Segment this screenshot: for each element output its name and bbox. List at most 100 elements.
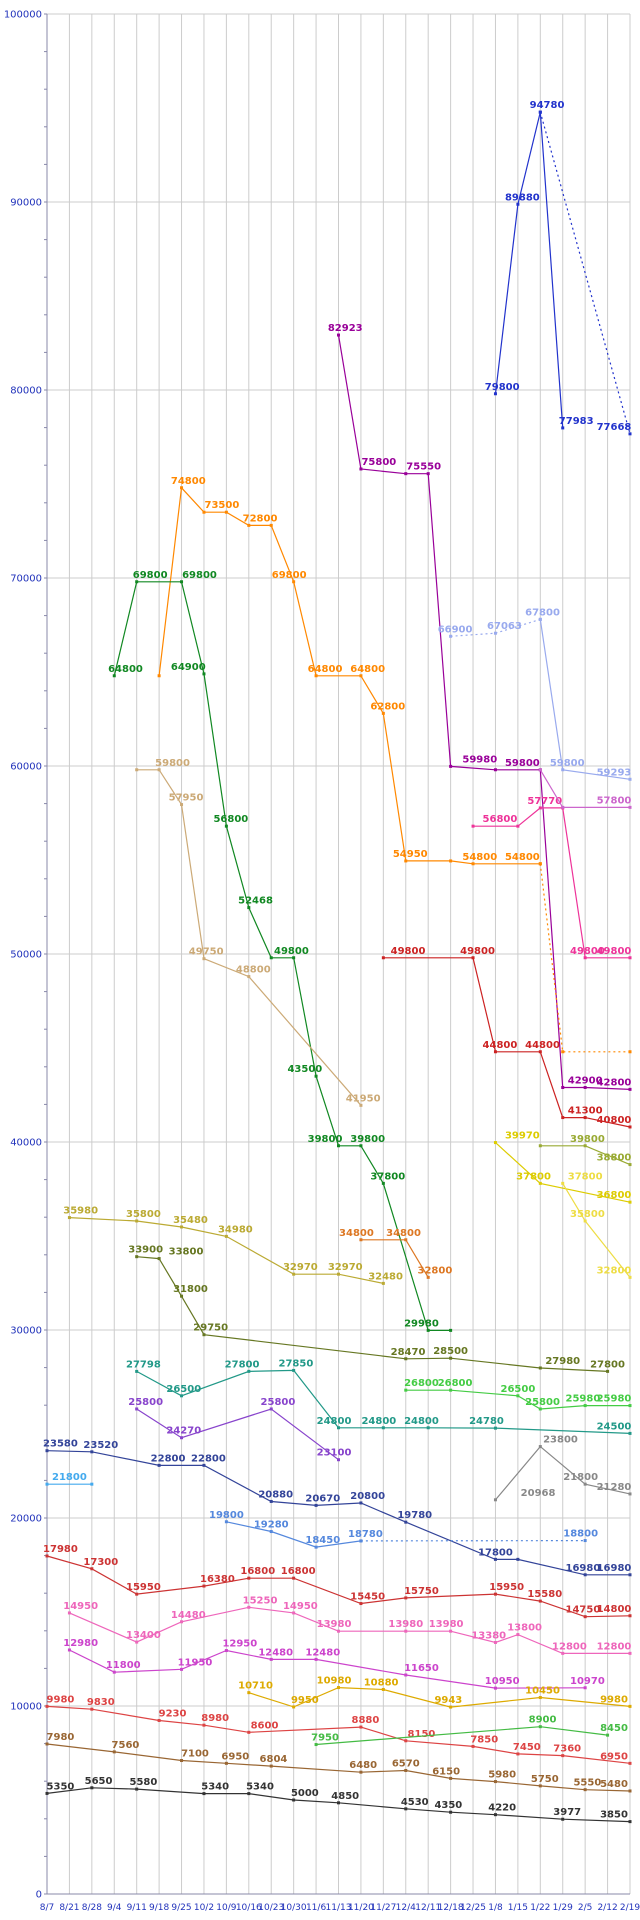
- data-point-label: 7850: [470, 1734, 498, 1745]
- series-path: [494, 111, 564, 428]
- data-point-label: 38800: [597, 1153, 632, 1164]
- x-tick-label: 2/5: [578, 1903, 592, 1913]
- data-point-label: 20800: [350, 1491, 385, 1502]
- data-point-marker: [180, 1620, 184, 1624]
- data-point-label: 67063: [487, 621, 522, 632]
- data-point-marker: [493, 1686, 497, 1690]
- series-purple2-line: 25800 24270 25800 23100: [128, 1397, 351, 1462]
- data-point-label: 26500: [500, 1384, 535, 1395]
- data-point-marker: [314, 674, 318, 678]
- data-point-marker: [404, 1596, 408, 1600]
- data-point-label: 25800: [525, 1397, 560, 1408]
- data-point-marker: [493, 1498, 497, 1502]
- data-point-label: 64800: [350, 664, 385, 675]
- series-path: [46, 1555, 631, 1618]
- data-point-label: 13980: [388, 1619, 423, 1630]
- series-red-a: 17980 17300 15950 16380 16800 16800 15450 15750…: [43, 1544, 632, 1619]
- x-tick-label: 9/18: [149, 1903, 169, 1913]
- data-point-marker: [292, 1272, 296, 1276]
- data-point-label: 17980: [43, 1544, 78, 1555]
- data-point-label: 59800: [505, 758, 540, 769]
- data-point-label: 59293: [597, 767, 632, 778]
- data-point-label: 16800: [281, 1566, 316, 1577]
- data-point-label: 11950: [178, 1657, 213, 1668]
- data-point-marker: [538, 1144, 542, 1148]
- data-point-label: 19800: [209, 1510, 244, 1521]
- y-tick-label: 20000: [10, 1514, 42, 1525]
- series-path: [158, 486, 541, 865]
- data-point-marker: [269, 1499, 273, 1503]
- series-peak-blue-dotted: 77668: [538, 110, 632, 436]
- data-point-label: 15580: [527, 1589, 562, 1600]
- data-point-marker: [516, 824, 520, 828]
- data-point-marker: [583, 1788, 587, 1792]
- data-point-label: 79800: [485, 382, 520, 393]
- data-point-label: 7980: [47, 1732, 75, 1743]
- data-point-marker: [628, 432, 632, 436]
- data-point-label: 54950: [393, 849, 428, 860]
- data-point-marker: [337, 1686, 340, 1690]
- data-point-marker: [628, 1614, 632, 1618]
- data-point-marker: [628, 1125, 632, 1129]
- data-point-marker: [538, 1407, 542, 1411]
- data-point-label: 27800: [225, 1359, 260, 1370]
- data-point-label: 64800: [308, 664, 343, 675]
- data-point-marker: [583, 1686, 587, 1690]
- data-point-marker: [292, 956, 296, 960]
- data-point-label: 35480: [173, 1215, 208, 1226]
- data-point-marker: [493, 1592, 497, 1596]
- data-point-label: 82923: [328, 323, 363, 334]
- data-point-label: 49800: [391, 946, 426, 957]
- x-tick-label: 9/4: [107, 1903, 122, 1913]
- series-path: [136, 1256, 608, 1372]
- data-point-label: 34800: [386, 1228, 421, 1239]
- data-point-label: 24800: [404, 1416, 439, 1427]
- data-point-label: 17300: [83, 1557, 118, 1568]
- data-point-label: 24270: [166, 1426, 201, 1437]
- data-point-label: 19780: [397, 1510, 432, 1521]
- data-point-marker: [538, 1366, 542, 1370]
- data-point-marker: [180, 803, 184, 807]
- series-green-fall: 64800 69800 69800 64900 56800 52468 49800 43500…: [108, 570, 453, 1332]
- data-point-label: 40800: [597, 1115, 632, 1126]
- data-point-label: 25800: [128, 1397, 163, 1408]
- data-point-marker: [449, 1810, 453, 1814]
- series-path: [46, 1787, 631, 1823]
- data-point-marker: [337, 1272, 340, 1276]
- data-point-label: 4220: [488, 1803, 516, 1814]
- series-violet-line: 57800: [538, 768, 632, 809]
- data-point-marker: [247, 1576, 251, 1580]
- data-point-marker: [606, 1733, 610, 1737]
- data-point-marker: [404, 1739, 408, 1743]
- data-point-label: 13980: [429, 1619, 464, 1630]
- data-point-marker: [493, 1141, 497, 1145]
- data-point-label: 35800: [126, 1209, 161, 1220]
- data-point-marker: [381, 1426, 385, 1430]
- data-point-marker: [561, 1817, 565, 1821]
- data-point-label: 56800: [483, 814, 518, 825]
- data-point-label: 28500: [433, 1346, 468, 1357]
- data-point-label: 32800: [418, 1265, 453, 1276]
- data-point-marker: [292, 1576, 296, 1580]
- x-tick-label: 1/29: [553, 1903, 573, 1913]
- data-point-marker: [583, 1482, 587, 1486]
- data-point-label: 27798: [126, 1359, 161, 1370]
- data-point-label: 7560: [112, 1740, 140, 1751]
- data-point-marker: [583, 1144, 587, 1148]
- data-point-marker: [493, 1780, 497, 1784]
- data-point-label: 7950: [311, 1733, 339, 1744]
- y-tick-label: 100000: [4, 10, 42, 21]
- x-tick-label: 8/28: [82, 1903, 102, 1913]
- data-point-label: 73500: [205, 500, 240, 511]
- y-tick-label: 30000: [10, 1326, 42, 1337]
- data-point-marker: [583, 1615, 587, 1619]
- data-point-marker: [202, 1463, 206, 1467]
- data-point-label: 15950: [126, 1582, 161, 1593]
- x-tick-label: 12/4: [396, 1903, 416, 1913]
- data-point-marker: [135, 1640, 139, 1644]
- data-point-marker: [404, 1768, 408, 1772]
- y-axis-labels: 0 10000 20000 30000 40000 50000 60000 70000 8000…: [4, 10, 42, 1901]
- data-point-marker: [292, 580, 296, 584]
- data-point-label: 49800: [570, 946, 605, 957]
- series-orange-dotted: [538, 862, 632, 1054]
